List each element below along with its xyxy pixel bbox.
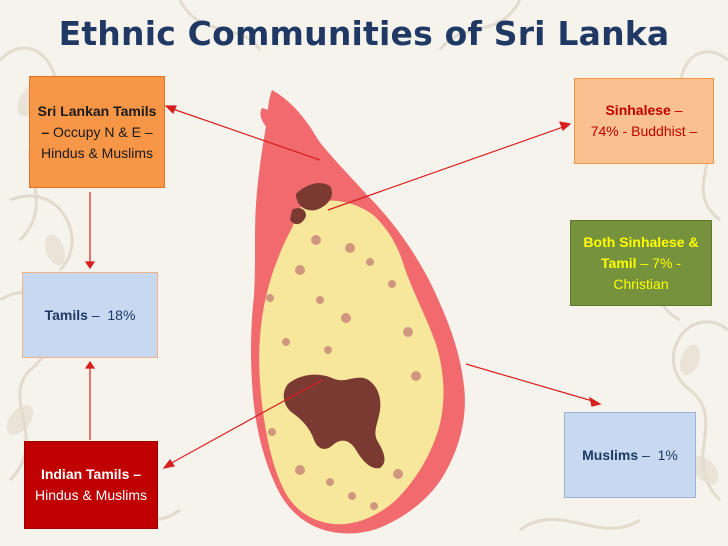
slide-title: Ethnic Communities of Sri Lanka — [58, 14, 670, 53]
both-dash: – — [636, 254, 649, 271]
sri-lankan-tamils-heading: Sri Lankan Tamils — [37, 102, 157, 119]
sinhalese-north — [308, 208, 374, 244]
sri-lankan-tamils-dash: – — [41, 123, 50, 140]
both-heading: Both Sinhalese & Tamil — [583, 233, 699, 271]
indian-tamils-dash: – — [129, 466, 142, 482]
northern-patch-1 — [296, 183, 333, 211]
both-text: 7% - Christian — [613, 254, 681, 292]
tamils-heading: Tamils — [44, 306, 88, 323]
jaffna-peninsula — [260, 108, 321, 152]
arrow-muslims — [465, 363, 597, 403]
muslims-dash: – — [638, 446, 650, 463]
indian-tamils-text: Hindus & Muslims — [34, 487, 148, 503]
community-dots — [266, 235, 421, 510]
arrow-sinhalese — [327, 125, 567, 211]
indian-tamils-box: Indian Tamils – Hindus & Muslims — [24, 441, 158, 529]
tamils-box: Tamils – 18% — [22, 272, 158, 358]
tamils-text: 18% — [99, 306, 136, 323]
sinhalese-box: Sinhalese – 74% - Buddhist – — [574, 78, 714, 164]
both-sinhalese-tamil-box: Both Sinhalese & Tamil – 7% - Christian — [570, 220, 712, 306]
sinhalese-dash: – — [670, 102, 683, 118]
indian-tamil-region — [283, 374, 385, 469]
sinhalese-region — [259, 200, 444, 525]
indian-tamils-heading: Indian Tamils — [40, 466, 130, 482]
tamils-dash: – — [87, 306, 100, 323]
sinhalese-heading: Sinhalese — [605, 102, 671, 118]
muslims-text: 1% — [649, 446, 678, 463]
arrow-sl-tamils — [169, 107, 321, 161]
muslims-heading: Muslims — [582, 446, 639, 463]
northern-patch-2 — [290, 208, 306, 225]
muslims-box: Muslims – 1% — [564, 412, 696, 498]
sri-lankan-tamils-text: Occupy N & E – Hindus & Muslims — [40, 123, 154, 161]
sinhalese-text: 74% - Buddhist – — [590, 123, 698, 139]
arrow-indian-tamils — [165, 379, 323, 467]
sri-lankan-tamils-box: Sri Lankan Tamils – Occupy N & E – Hindu… — [29, 76, 165, 188]
